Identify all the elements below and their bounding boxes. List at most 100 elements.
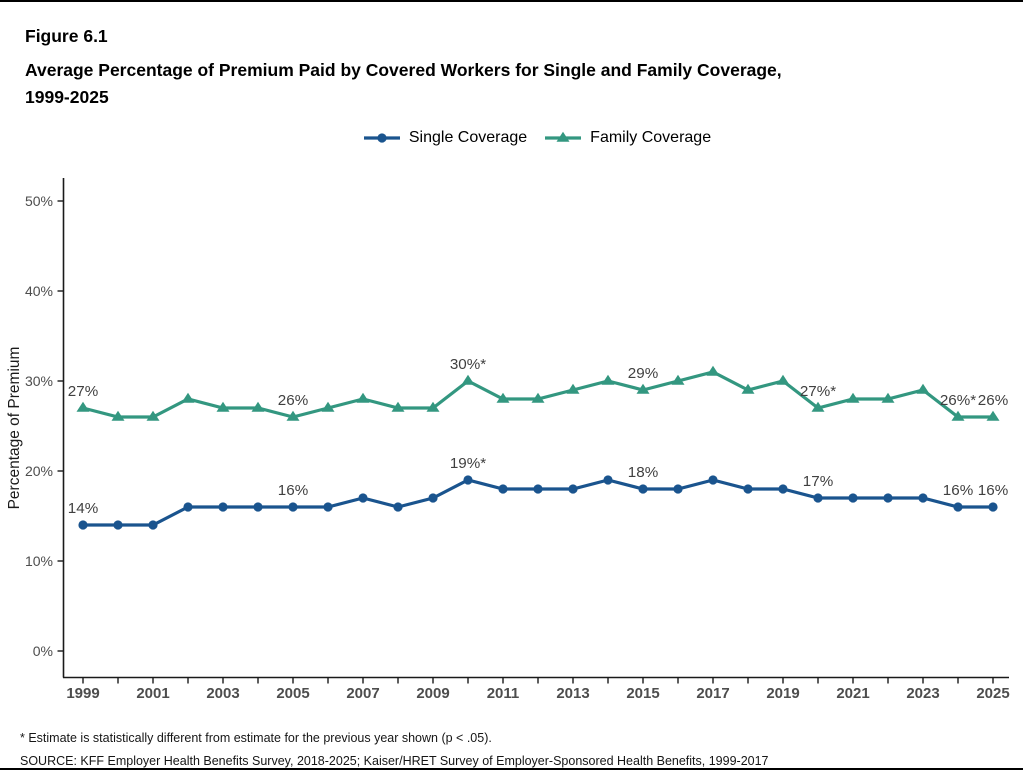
family-point-2005	[286, 410, 300, 421]
top-border	[0, 0, 1023, 2]
figure-header: Figure 6.1 Average Percentage of Premium…	[25, 26, 782, 111]
family-point-2020	[811, 401, 825, 412]
legend-item-single-coverage: Single Coverage	[362, 129, 527, 147]
family-point-2011	[496, 392, 510, 403]
family-point-2001	[146, 410, 160, 421]
legend: Single Coverage Family Coverage	[63, 129, 1010, 147]
single-point-2016	[673, 484, 683, 494]
figure-title-line1: Average Percentage of Premium Paid by Co…	[25, 60, 782, 80]
single-point-2009	[428, 493, 438, 503]
family-point-2009	[426, 401, 440, 412]
point-label-family-2010: 30%*	[450, 356, 486, 373]
legend-label-single: Single Coverage	[408, 129, 528, 146]
y-tick-label: 40%	[25, 283, 53, 299]
x-tick-label: 2025	[976, 685, 1009, 702]
y-tick-label: 10%	[25, 553, 53, 569]
y-axis-title: Percentage of Premium	[6, 347, 23, 510]
x-tick-label: 2021	[836, 685, 869, 702]
figure-number: Figure 6.1	[25, 26, 108, 46]
x-tick-label: 2023	[906, 685, 939, 702]
y-tick-label: 50%	[25, 193, 53, 209]
footnotes: * Estimate is statistically different fr…	[20, 727, 769, 773]
footnote-significance: * Estimate is statistically different fr…	[20, 731, 492, 745]
family-point-2003	[216, 401, 230, 412]
family-point-2021	[846, 392, 860, 403]
x-tick-label: 2001	[136, 685, 169, 702]
single-point-2003	[218, 502, 228, 512]
family-point-1999	[76, 401, 90, 412]
legend-item-family-coverage: Family Coverage	[543, 129, 711, 147]
x-tick-label: 2015	[626, 685, 659, 702]
y-tick-label: 0%	[33, 643, 53, 659]
figure-title-line2: 1999-2025	[25, 87, 109, 107]
single-point-2015	[638, 484, 648, 494]
point-label-single-2015: 18%	[628, 464, 658, 481]
single-point-2019	[778, 484, 788, 494]
single-point-2000	[113, 520, 123, 530]
single-legend-marker-icon	[377, 133, 387, 143]
family-point-2010	[461, 374, 475, 385]
x-tick-label: 2019	[766, 685, 799, 702]
single-point-2002	[183, 502, 193, 512]
x-tick-label: 2007	[346, 685, 379, 702]
point-label-family-2024: 26%*	[940, 392, 976, 409]
point-label-family-2020: 27%*	[800, 383, 836, 400]
single-point-2008	[393, 502, 403, 512]
single-point-2004	[253, 502, 263, 512]
family-point-2017	[706, 365, 720, 376]
family-point-2016	[671, 374, 685, 385]
family-coverage-line-triangle-icon	[545, 131, 582, 142]
point-label-family-2015: 29%	[628, 365, 658, 382]
point-label-single-1999: 14%	[68, 500, 98, 517]
family-legend-marker-icon	[556, 131, 570, 142]
single-point-2013	[568, 484, 578, 494]
footnote-source: SOURCE: KFF Employer Health Benefits Sur…	[20, 754, 769, 768]
family-point-2002	[181, 392, 195, 403]
family-point-2015	[636, 383, 650, 394]
x-tick-label: 2011	[487, 685, 520, 702]
point-label-single-2020: 17%	[803, 473, 833, 490]
point-label-family-2025: 26%	[978, 392, 1008, 409]
family-point-2019	[776, 374, 790, 385]
single-point-2007	[358, 493, 368, 503]
single-point-2005	[288, 502, 298, 512]
family-point-2022	[881, 392, 895, 403]
single-point-2012	[533, 484, 543, 494]
y-tick-label: 30%	[25, 373, 53, 389]
family-point-2014	[601, 374, 615, 385]
single-point-2023	[918, 493, 928, 503]
x-tick-label: 2017	[696, 685, 729, 702]
single-point-2017	[708, 475, 718, 485]
family-point-2024	[951, 410, 965, 421]
single-point-2001	[148, 520, 158, 530]
single-point-2021	[848, 493, 858, 503]
family-point-2012	[531, 392, 545, 403]
family-point-2025	[986, 410, 1000, 421]
single-point-2018	[743, 484, 753, 494]
family-point-2013	[566, 383, 580, 394]
family-point-2007	[356, 392, 370, 403]
x-tick-label: 2005	[276, 685, 309, 702]
single-point-2022	[883, 493, 893, 503]
x-tick-label: 1999	[66, 685, 99, 702]
single-point-1999	[78, 520, 88, 530]
single-coverage-line-circle-icon	[363, 133, 400, 143]
single-point-2024	[953, 502, 963, 512]
point-label-single-2010: 19%*	[450, 455, 486, 472]
family-point-2000	[111, 410, 125, 421]
single-point-2025	[988, 502, 998, 512]
figure-title: Average Percentage of Premium Paid by Co…	[25, 57, 782, 111]
single-point-2011	[498, 484, 508, 494]
family-point-2006	[321, 401, 335, 412]
family-point-2023	[916, 383, 930, 394]
x-tick-label: 2009	[416, 685, 449, 702]
point-label-single-2025: 16%	[978, 482, 1008, 499]
family-point-2018	[741, 383, 755, 394]
legend-label-family: Family Coverage	[590, 129, 712, 146]
single-point-2006	[323, 502, 333, 512]
single-point-2010	[463, 475, 473, 485]
single-point-2020	[813, 493, 823, 503]
x-tick-label: 2003	[206, 685, 239, 702]
point-label-single-2005: 16%	[278, 482, 308, 499]
